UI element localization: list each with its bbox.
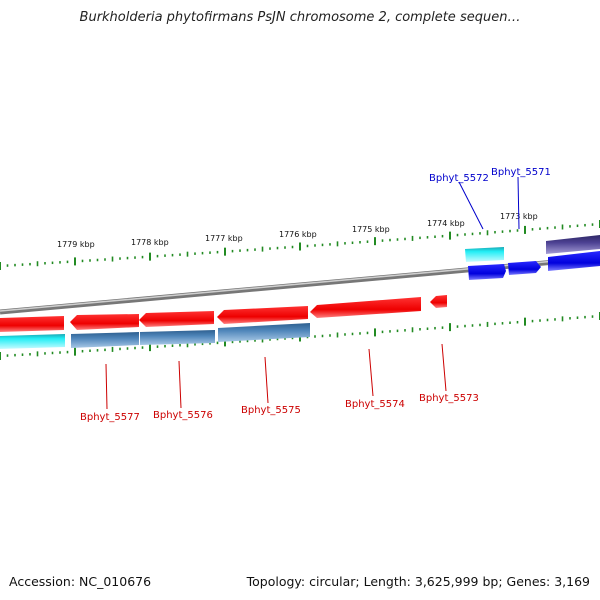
gene-label-bphyt-5576[interactable]: Bphyt_5576 xyxy=(153,410,213,421)
leader-line-bphyt-5574 xyxy=(368,348,374,397)
ruler-label: 1779 kbp xyxy=(57,240,95,249)
leader-line-bphyt-5571 xyxy=(517,176,520,230)
ruler-label: 1774 kbp xyxy=(427,219,465,228)
gene-arrow-bphyt-5574[interactable] xyxy=(310,297,421,318)
leader-line-bphyt-5572 xyxy=(458,181,484,230)
gene-arrow-bphyt-5576[interactable] xyxy=(139,311,214,327)
map-title: Burkholderia phytofirmans PsJN chromosom… xyxy=(79,10,521,25)
leader-line-bphyt-5575 xyxy=(264,356,269,404)
gene-label-bphyt-5574[interactable]: Bphyt_5574 xyxy=(345,399,405,410)
leader-line-bphyt-5573 xyxy=(441,343,447,392)
gene-arrow-bphyt-5572[interactable] xyxy=(468,264,506,280)
feature-block-slateblue-top xyxy=(546,235,600,254)
gene-label-bphyt-5572[interactable]: Bphyt_5572 xyxy=(429,173,489,184)
ruler-label: 1776 kbp xyxy=(279,230,317,239)
ruler-label: 1778 kbp xyxy=(131,238,169,247)
accession-text: Accession: NC_010676 xyxy=(9,574,152,589)
gene-label-bphyt-5573[interactable]: Bphyt_5573 xyxy=(419,393,479,404)
gene-arrow-reverse[interactable] xyxy=(0,316,64,332)
upper-tick-track xyxy=(0,220,600,270)
gene-arrow-bphyt-5577[interactable] xyxy=(70,314,139,330)
gene-arrow-next[interactable] xyxy=(548,251,600,271)
feature-block-steelblue-3 xyxy=(218,323,310,342)
gene-label-bphyt-5577[interactable]: Bphyt_5577 xyxy=(80,412,140,423)
gene-label-bphyt-5575[interactable]: Bphyt_5575 xyxy=(241,405,301,416)
gene-arrow-bphyt-5575[interactable] xyxy=(217,306,308,324)
leader-line-bphyt-5577 xyxy=(105,363,108,410)
feature-block-cyan-bottom xyxy=(0,334,65,349)
leader-line-bphyt-5576 xyxy=(178,360,182,409)
feature-block-steelblue-1 xyxy=(71,332,139,348)
gene-label-bphyt-5571[interactable]: Bphyt_5571 xyxy=(491,167,551,178)
map-footer: Accession: NC_010676 Topology: circular;… xyxy=(0,574,600,592)
feature-block-steelblue-2 xyxy=(140,330,215,345)
genome-stats-text: Topology: circular; Length: 3,625,999 bp… xyxy=(246,574,590,589)
ruler-label: 1775 kbp xyxy=(352,225,390,234)
gene-arrow-bphyt-5571[interactable] xyxy=(508,261,541,275)
ruler-label: 1777 kbp xyxy=(205,234,243,243)
feature-block-cyan-top xyxy=(465,247,504,262)
gene-arrow-bphyt-5573[interactable] xyxy=(430,295,447,308)
